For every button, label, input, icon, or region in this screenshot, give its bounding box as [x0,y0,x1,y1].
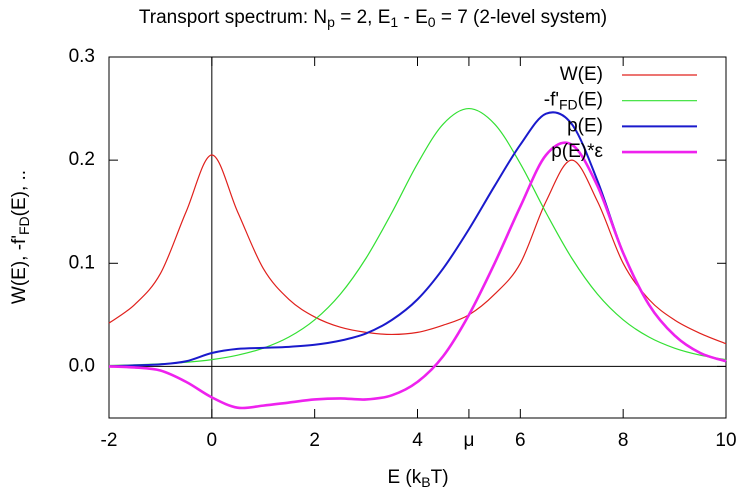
chart-title-part: Transport spectrum: N [139,7,327,28]
legend-label-part: p(E) [567,115,603,136]
x-axis-label: E (kBT) [387,467,448,490]
y-tick-label: 0.3 [69,46,95,67]
y-tick-label: 0.1 [69,252,95,273]
x-axis-label-part: E (k [387,467,421,488]
x-axis-label-part: B [421,474,430,490]
x-tick-label: μ [463,430,474,451]
y-axis-label-part: (E), .. [9,170,30,216]
legend-label: -f'FD(E) [544,90,603,113]
data-line [108,107,727,367]
x-axis-label-part: T) [431,467,449,488]
x-tick-label: 6 [515,430,526,451]
chart-title-part: = 7 (2-level system) [436,7,608,28]
x-tick-label: 4 [412,430,423,451]
data-line [108,111,727,368]
legend-label: p(E)*ε [551,141,603,162]
data-line [108,141,727,410]
x-tick-label: 2 [309,430,320,451]
x-tick-label: 10 [715,430,736,451]
legend-label: p(E) [567,115,603,136]
y-tick-label: 0.2 [69,149,95,170]
chart-title-part: - E [398,7,428,28]
y-axis-label-part: FD [16,216,32,235]
legend-label-part: (E) [578,90,603,111]
legend-label-part: W(E) [560,64,603,85]
y-axis-label: W(E), -f'FD(E), .. [9,170,32,304]
legend-label-part: FD [559,96,578,112]
data-line [108,154,727,345]
plot-frame [108,56,727,419]
legend-label-part: p(E)*ε [551,141,603,162]
chart-title: Transport spectrum: Np = 2, E1 - E0 = 7 … [139,7,607,30]
x-tick-label: 0 [207,430,218,451]
x-tick-label: 8 [618,430,629,451]
legend-label-part: -f' [544,90,559,111]
chart-title-part: 0 [428,14,436,30]
x-tick-label: -2 [101,430,118,451]
chart-title-part: = 2, E [335,7,390,28]
chart-title-part: p [327,14,335,30]
chart-title-part: 1 [390,14,398,30]
y-axis-label-part: W(E), -f' [9,235,30,304]
y-tick-label: 0.0 [69,355,95,376]
legend-label: W(E) [560,64,603,85]
